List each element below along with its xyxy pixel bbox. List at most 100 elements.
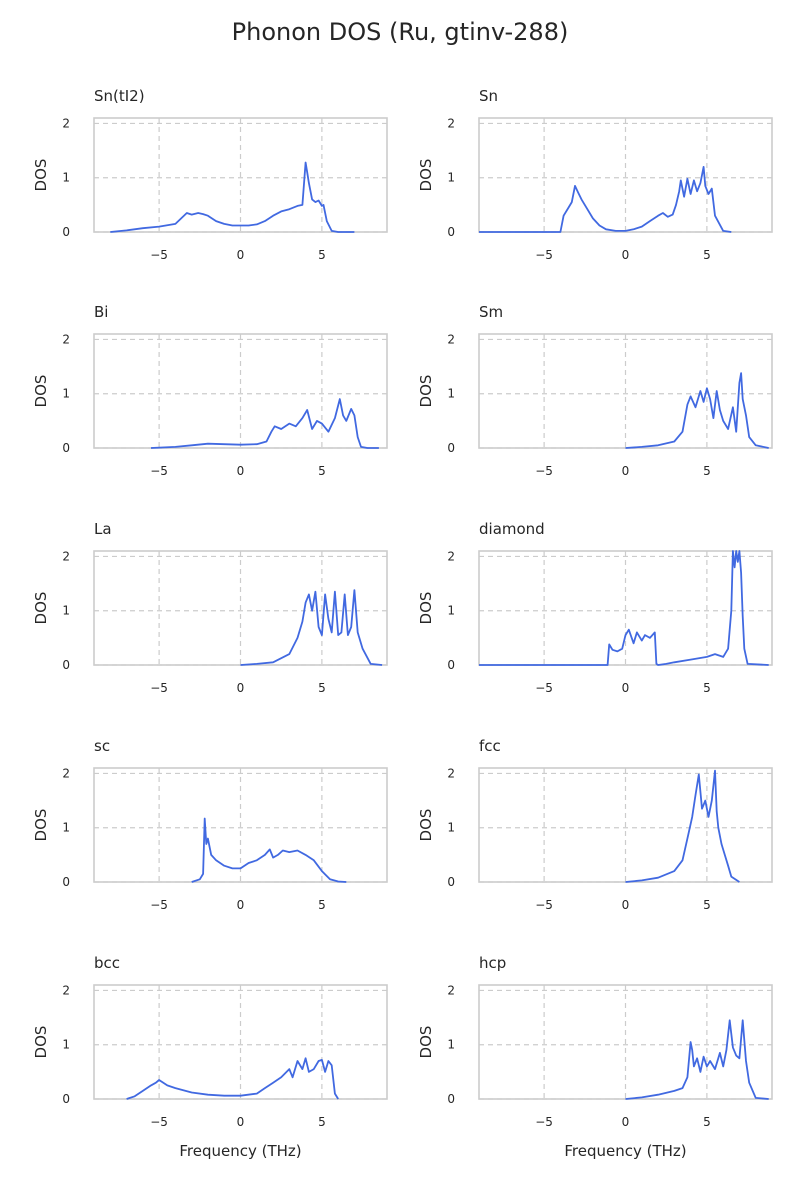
panel-9-ytick-label: 2: [62, 983, 70, 997]
panel-7-xtick-label: −5: [150, 898, 168, 912]
panel-7-ytick-label: 0: [62, 875, 70, 889]
panel-6-ytick-label: 1: [447, 604, 455, 618]
panel-4-ylabel: DOS: [417, 375, 435, 408]
panel-3-xtick-label: 0: [237, 464, 245, 478]
panel-6-dos-line: [479, 550, 769, 666]
panel-7-title: sc: [94, 737, 110, 755]
panel-9-frame: [93, 984, 388, 1100]
panel-7-xtick-label: 5: [318, 898, 326, 912]
panel-4-ytick-label: 1: [447, 387, 455, 401]
panel-2-ytick-label: 0: [447, 225, 455, 239]
panel-8-ytick-label: 0: [447, 875, 455, 889]
panel-3-ytick-label: 0: [62, 441, 70, 455]
figure-title: Phonon DOS (Ru, gtinv-288): [231, 18, 569, 46]
panel-2-ytick-label: 1: [447, 171, 455, 185]
panel-3-title: Bi: [94, 303, 108, 321]
panel-4-ytick-label: 2: [447, 332, 455, 346]
panel-3-dos-line: [150, 398, 379, 449]
panel-10-xtick-label: 5: [703, 1115, 711, 1129]
panel-1-xtick-label: −5: [150, 248, 168, 262]
panel-4-dos-line: [625, 372, 769, 449]
panel-5-ylabel: DOS: [32, 592, 50, 625]
panel-6-ylabel: DOS: [417, 592, 435, 625]
panel-2-dos-line: [479, 166, 732, 233]
panel-4-title: Sm: [479, 303, 503, 321]
panel-2-xtick-label: 0: [622, 248, 630, 262]
panel-10-xtick-label: −5: [535, 1115, 553, 1129]
panel-8-xtick-label: 5: [703, 898, 711, 912]
panel-10-ylabel: DOS: [417, 1026, 435, 1059]
panel-9-xtick-label: 5: [318, 1115, 326, 1129]
panel-1-ylabel: DOS: [32, 159, 50, 192]
panel-4-xtick-label: 5: [703, 464, 711, 478]
panel-10-ytick-label: 0: [447, 1092, 455, 1106]
panel-10-dos-line: [625, 1019, 769, 1100]
panel-5-ytick-label: 2: [62, 549, 70, 563]
panel-9-ylabel: DOS: [32, 1026, 50, 1059]
panel-8-xtick-label: −5: [535, 898, 553, 912]
panel-8-ytick-label: 1: [447, 821, 455, 835]
panel-5-xtick-label: 5: [318, 681, 326, 695]
panel-1-ytick-label: 1: [62, 171, 70, 185]
panel-8-ytick-label: 2: [447, 766, 455, 780]
panel-3-ytick-label: 2: [62, 332, 70, 346]
panel-8-title: fcc: [479, 737, 501, 755]
panel-9-ytick-label: 0: [62, 1092, 70, 1106]
panel-6-xtick-label: −5: [535, 681, 553, 695]
panel-6-xtick-label: 5: [703, 681, 711, 695]
panel-9-ytick-label: 1: [62, 1038, 70, 1052]
panel-2-xtick-label: 5: [703, 248, 711, 262]
panel-1-ytick-label: 0: [62, 225, 70, 239]
panel-10-ytick-label: 2: [447, 983, 455, 997]
panel-2-ytick-label: 2: [447, 116, 455, 130]
panel-1-ytick-label: 2: [62, 116, 70, 130]
panel-3-xtick-label: −5: [150, 464, 168, 478]
panel-3-ytick-label: 1: [62, 387, 70, 401]
panel-8-dos-line: [625, 769, 740, 883]
panel-6-xtick-label: 0: [622, 681, 630, 695]
panel-7-xtick-label: 0: [237, 898, 245, 912]
panel-2-frame: [478, 117, 773, 233]
panel-6-ytick-label: 0: [447, 658, 455, 672]
panel-1-frame: [93, 117, 388, 233]
panel-9-xtick-label: −5: [150, 1115, 168, 1129]
panel-3-xtick-label: 5: [318, 464, 326, 478]
panel-5-dos-line: [240, 589, 383, 666]
panel-3-frame: [93, 333, 388, 449]
panel-8-ylabel: DOS: [417, 809, 435, 842]
panel-2-ylabel: DOS: [417, 159, 435, 192]
panel-7-ytick-label: 2: [62, 766, 70, 780]
panel-7-ylabel: DOS: [32, 809, 50, 842]
panel-10-xlabel: Frequency (THz): [564, 1142, 686, 1160]
panel-1-xtick-label: 0: [237, 248, 245, 262]
panel-5-xtick-label: 0: [237, 681, 245, 695]
panel-6-frame: [478, 550, 773, 666]
panel-9-title: bcc: [94, 954, 120, 972]
panel-5-ytick-label: 0: [62, 658, 70, 672]
panel-6-ytick-label: 2: [447, 549, 455, 563]
panel-7-ytick-label: 1: [62, 821, 70, 835]
panel-5-title: La: [94, 520, 112, 538]
panel-4-ytick-label: 0: [447, 441, 455, 455]
panel-3-ylabel: DOS: [32, 375, 50, 408]
panel-9-xlabel: Frequency (THz): [179, 1142, 301, 1160]
panel-8-xtick-label: 0: [622, 898, 630, 912]
panel-7-frame: [93, 767, 388, 883]
panel-4-xtick-label: 0: [622, 464, 630, 478]
panel-10-ytick-label: 1: [447, 1038, 455, 1052]
panel-7-dos-line: [191, 817, 347, 883]
panel-1-dos-line: [110, 161, 355, 233]
panel-9-dos-line: [126, 1057, 339, 1100]
panel-1-xtick-label: 5: [318, 248, 326, 262]
panel-2-title: Sn: [479, 87, 498, 105]
panel-10-xtick-label: 0: [622, 1115, 630, 1129]
panel-5-ytick-label: 1: [62, 604, 70, 618]
panel-6-title: diamond: [479, 520, 545, 538]
panel-5-xtick-label: −5: [150, 681, 168, 695]
panel-10-title: hcp: [479, 954, 506, 972]
panel-9-xtick-label: 0: [237, 1115, 245, 1129]
panel-1-title: Sn(tI2): [94, 87, 145, 105]
panel-2-xtick-label: −5: [535, 248, 553, 262]
panel-4-xtick-label: −5: [535, 464, 553, 478]
